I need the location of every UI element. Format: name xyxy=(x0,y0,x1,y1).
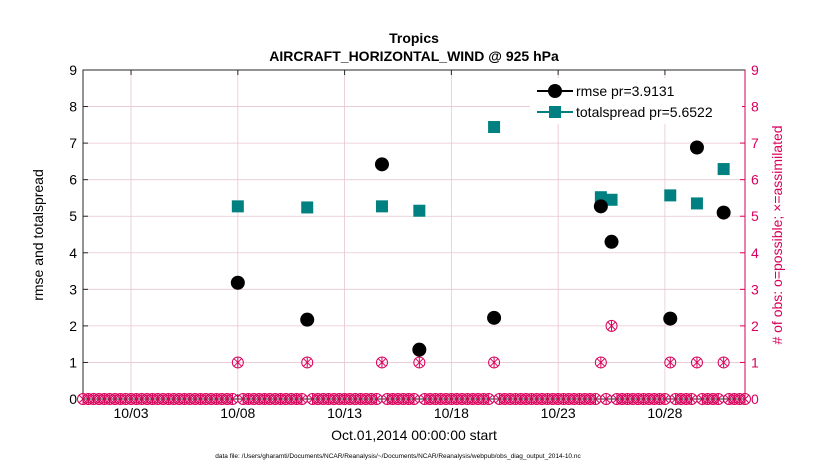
obs-assimilated-point xyxy=(607,320,616,331)
y2-tick-label: 1 xyxy=(751,354,759,370)
obs-assimilated-point xyxy=(377,357,387,368)
obs-assimilated-point xyxy=(740,394,750,404)
chart-subtitle: AIRCRAFT_HORIZONTAL_WIND @ 925 hPa xyxy=(269,48,559,64)
rmse-point xyxy=(689,140,704,155)
y2-tick-label: 5 xyxy=(751,208,759,224)
rmse-point xyxy=(412,342,427,357)
obs-assimilated-point xyxy=(297,394,307,404)
obs-assimilated-point xyxy=(489,357,499,368)
y2-tick-label: 8 xyxy=(751,99,759,115)
x-tick-label: 10/13 xyxy=(327,405,362,421)
obs-assimilated-point xyxy=(596,357,606,368)
y-tick-label: 2 xyxy=(69,318,77,334)
obs-assimilated-point xyxy=(665,357,675,368)
y-tick-label: 0 xyxy=(69,391,77,407)
obs-possible-point xyxy=(664,356,677,369)
rmse-point xyxy=(604,234,619,249)
obs-assimilated-point xyxy=(233,357,243,368)
obs-assimilated-point xyxy=(660,394,670,404)
totalspread-point xyxy=(664,189,677,202)
rmse-point xyxy=(663,311,678,326)
legend-rmse-label: rmse pr=3.9131 xyxy=(576,83,675,99)
rmse-point xyxy=(230,275,245,290)
totalspread-point xyxy=(301,201,314,214)
y2-tick-label: 3 xyxy=(751,281,759,297)
obs-possible-point xyxy=(717,356,730,369)
obs-assimilated-point xyxy=(484,394,494,404)
obs-possible-point xyxy=(594,356,607,369)
y-tick-label: 3 xyxy=(69,281,77,297)
footer-data-file: data file: /Users/gharamti/Documents/NCA… xyxy=(215,453,581,460)
y-tick-label: 9 xyxy=(69,62,77,78)
y-axis-label: rmse and totalspread xyxy=(30,169,46,301)
totalspread-point xyxy=(413,204,426,217)
grid xyxy=(83,69,745,400)
legend-spread-marker xyxy=(549,106,561,118)
y2-tick-label: 9 xyxy=(751,62,759,78)
plot-area xyxy=(83,70,745,399)
legend-rmse-marker xyxy=(548,84,562,98)
y-tick-label: 4 xyxy=(69,245,77,261)
y2-tick-label: 6 xyxy=(751,172,759,188)
legend: rmse pr=3.9131 totalspread pr=5.6522 xyxy=(530,78,742,124)
obs-assimilated-point xyxy=(372,394,381,404)
rmse-point xyxy=(487,310,502,325)
y2-tick-label: 2 xyxy=(751,318,759,334)
x-tick-label: 10/28 xyxy=(647,405,682,421)
marks xyxy=(77,121,751,405)
obs-assimilated-point xyxy=(591,394,600,404)
obs-assimilated-point xyxy=(719,357,728,368)
obs-possible-point xyxy=(413,356,426,369)
y2-tick-label: 7 xyxy=(751,135,759,151)
y2-axis-label: # of obs: o=possible; ×=assimilated xyxy=(769,125,785,344)
obs-possible-point xyxy=(605,319,618,332)
chart-title: Tropics xyxy=(389,30,439,46)
obs-assimilated-point xyxy=(692,357,702,368)
rmse-point xyxy=(300,312,315,327)
y2-tick-label: 0 xyxy=(751,391,759,407)
obs-assimilated-point xyxy=(414,357,424,368)
obs-possible-point xyxy=(301,356,314,369)
obs-assimilated-point xyxy=(228,394,237,404)
y-tick-label: 8 xyxy=(69,99,77,115)
y2-tick-label: 4 xyxy=(751,245,759,261)
obs-assimilated-point xyxy=(713,394,723,404)
x-tick-label: 10/23 xyxy=(541,405,576,421)
totalspread-point xyxy=(488,121,501,134)
y-tick-label: 1 xyxy=(69,354,77,370)
obs-assimilated-point xyxy=(409,394,419,404)
totalspread-point xyxy=(375,200,388,213)
totalspread-point xyxy=(717,163,730,176)
obs-assimilated-point xyxy=(302,357,312,368)
totalspread-point xyxy=(605,193,618,206)
y-tick-label: 6 xyxy=(69,172,77,188)
x-axis-label: Oct.01,2014 00:00:00 start xyxy=(331,427,497,443)
rmse-point xyxy=(716,205,731,220)
legend-spread-label: totalspread pr=5.6522 xyxy=(576,104,713,120)
legend-box xyxy=(530,78,742,124)
obs-assimilated-point xyxy=(687,394,696,404)
obs-possible-point xyxy=(231,356,244,369)
x-tick-label: 10/08 xyxy=(220,405,255,421)
x-tick-label: 10/18 xyxy=(434,405,469,421)
rmse-point xyxy=(374,157,389,172)
obs-possible-point xyxy=(488,356,501,369)
obs-assimilated-point xyxy=(601,394,611,404)
x-tick-label: 10/03 xyxy=(114,405,149,421)
y-tick-label: 5 xyxy=(69,208,77,224)
obs-possible-point xyxy=(690,356,703,369)
rmse-point xyxy=(593,199,608,214)
totalspread-point xyxy=(690,197,703,210)
obs-possible-point xyxy=(375,356,388,369)
totalspread-point xyxy=(231,200,244,213)
y-tick-label: 7 xyxy=(69,135,77,151)
